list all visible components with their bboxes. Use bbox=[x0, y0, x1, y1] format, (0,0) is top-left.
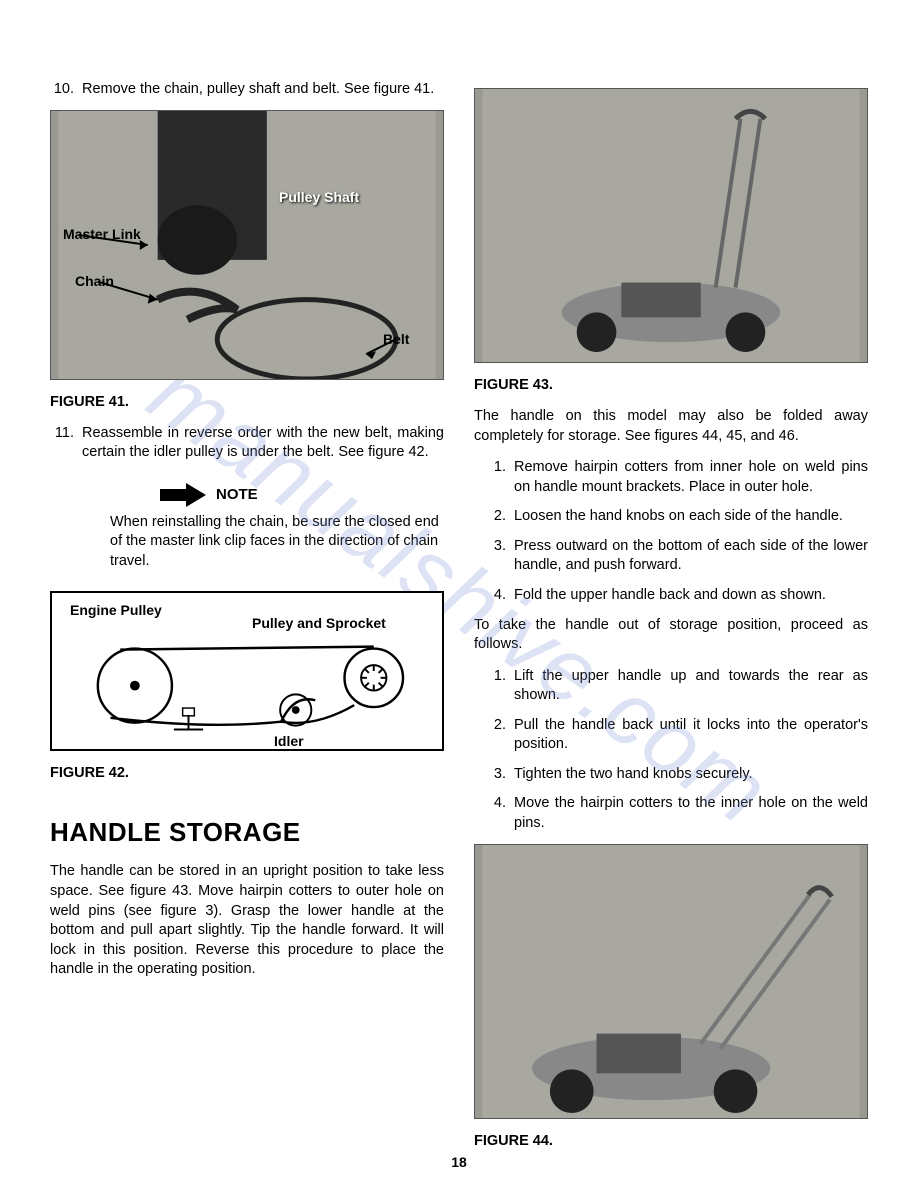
step-number: 4. bbox=[488, 794, 506, 833]
note-body: When reinstalling the chain, be sure the… bbox=[110, 513, 444, 572]
figure-44-illustration bbox=[475, 845, 867, 1118]
figure-44-caption: FIGURE 44. bbox=[474, 1133, 868, 1149]
figure-43-caption: FIGURE 43. bbox=[474, 377, 868, 393]
fold-step: 3.Press outward on the bottom of each si… bbox=[488, 537, 868, 576]
step-number: 4. bbox=[488, 586, 506, 606]
unfold-intro: To take the handle out of storage positi… bbox=[474, 616, 868, 655]
step-text: Tighten the two hand knobs securely. bbox=[514, 765, 868, 785]
label-pulley-sprocket: Pulley and Sprocket bbox=[252, 615, 386, 631]
step-text: Move the hairpin cotters to the inner ho… bbox=[514, 794, 868, 833]
left-column: 10. Remove the chain, pulley shaft and b… bbox=[50, 80, 444, 1163]
step-text: Remove the chain, pulley shaft and belt.… bbox=[82, 80, 444, 100]
step-text: Remove hairpin cotters from inner hole o… bbox=[514, 458, 868, 497]
step-number: 3. bbox=[488, 765, 506, 785]
figure-42-caption: FIGURE 42. bbox=[50, 765, 444, 781]
step-number: 3. bbox=[488, 537, 506, 576]
figure-43-photo bbox=[474, 88, 868, 363]
note-title: NOTE bbox=[216, 485, 258, 505]
step-number: 1. bbox=[488, 667, 506, 706]
step-number: 1. bbox=[488, 458, 506, 497]
unfold-step: 1.Lift the upper handle up and towards t… bbox=[488, 667, 868, 706]
figure-41-photo: Pulley Shaft Master Link Chain Belt bbox=[50, 110, 444, 380]
storage-paragraph: The handle can be stored in an upright p… bbox=[50, 862, 444, 979]
unfold-step: 2.Pull the handle back until it locks in… bbox=[488, 716, 868, 755]
step-11: 11. Reassemble in reverse order with the… bbox=[50, 424, 444, 463]
fold-steps-list: 1.Remove hairpin cotters from inner hole… bbox=[474, 458, 868, 605]
unfold-step: 3. Tighten the two hand knobs securely. bbox=[488, 765, 868, 785]
step-text: Fold the upper handle back and down as s… bbox=[514, 586, 868, 606]
label-chain: Chain bbox=[75, 273, 114, 289]
fig43-intro: The handle on this model may also be fol… bbox=[474, 407, 868, 446]
step-text: Reassemble in reverse order with the new… bbox=[82, 424, 444, 463]
step-text: Press outward on the bottom of each side… bbox=[514, 537, 868, 576]
step-number: 2. bbox=[488, 716, 506, 755]
figure-41-caption: FIGURE 41. bbox=[50, 394, 444, 410]
handle-storage-heading: HANDLE STORAGE bbox=[50, 817, 444, 848]
note-block: NOTE When reinstalling the chain, be sur… bbox=[110, 483, 444, 572]
label-pulley-shaft: Pulley Shaft bbox=[279, 189, 359, 205]
note-header: NOTE bbox=[160, 483, 444, 507]
step-number: 11. bbox=[50, 424, 74, 463]
unfold-step: 4.Move the hairpin cotters to the inner … bbox=[488, 794, 868, 833]
step-text: Loosen the hand knobs on each side of th… bbox=[514, 507, 868, 527]
unfold-steps-list: 1.Lift the upper handle up and towards t… bbox=[474, 667, 868, 834]
right-column: FIGURE 43. The handle on this model may … bbox=[474, 80, 868, 1163]
step-text: Lift the upper handle up and towards the… bbox=[514, 667, 868, 706]
label-idler: Idler bbox=[274, 733, 304, 749]
page-columns: 10. Remove the chain, pulley shaft and b… bbox=[50, 80, 868, 1163]
fold-step: 2. Loosen the hand knobs on each side of … bbox=[488, 507, 868, 527]
figure-43-illustration bbox=[475, 89, 867, 362]
label-engine-pulley: Engine Pulley bbox=[70, 603, 162, 618]
step-text: Pull the handle back until it locks into… bbox=[514, 716, 868, 755]
step-10: 10. Remove the chain, pulley shaft and b… bbox=[50, 80, 444, 100]
figure-44-photo bbox=[474, 844, 868, 1119]
fold-step: 4. Fold the upper handle back and down as… bbox=[488, 586, 868, 606]
fold-step: 1.Remove hairpin cotters from inner hole… bbox=[488, 458, 868, 497]
arrow-right-icon bbox=[160, 483, 206, 507]
step-number: 10. bbox=[50, 80, 74, 100]
label-master-link: Master Link bbox=[63, 226, 141, 242]
label-belt: Belt bbox=[383, 331, 409, 347]
figure-42-diagram: Engine Pulley Pulley and Sprocket Idler bbox=[50, 591, 444, 751]
page-number: 18 bbox=[451, 1154, 467, 1170]
step-number: 2. bbox=[488, 507, 506, 527]
